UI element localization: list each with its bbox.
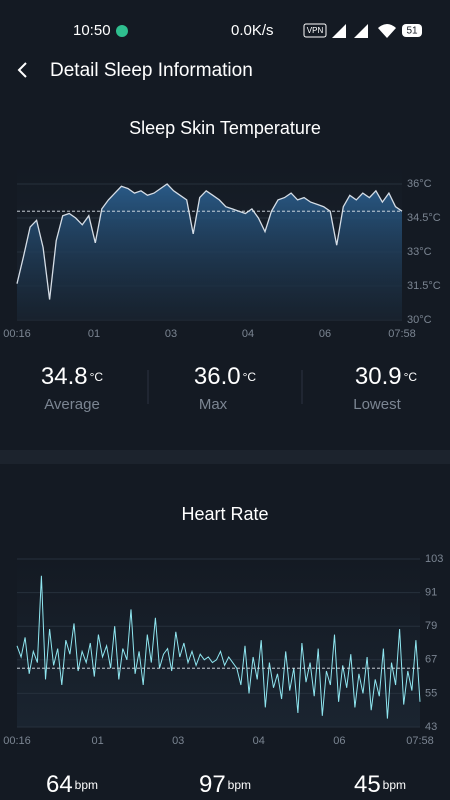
status-battery: 51 bbox=[406, 26, 418, 37]
back-button[interactable] bbox=[17, 62, 27, 78]
status-vpn: VPN bbox=[307, 26, 324, 35]
stat-number: 34.8 bbox=[41, 363, 88, 390]
y-tick-label: 36°C bbox=[407, 178, 432, 190]
header-title: Detail Sleep Information bbox=[50, 60, 253, 81]
stat-label: Average bbox=[44, 396, 100, 413]
temperature-chart: 30°C 31.5°C 33°C 34.5°C 36°C 00:16 01 03 04 06 07:… bbox=[3, 165, 441, 340]
x-tick-label: 01 bbox=[91, 735, 103, 747]
area bbox=[17, 184, 402, 320]
stat-unit: °C bbox=[404, 370, 418, 384]
battery-icon bbox=[402, 24, 422, 37]
x-tick-label: 06 bbox=[319, 328, 331, 340]
signal-icons bbox=[332, 24, 368, 38]
y-tick-label: 31.5°C bbox=[407, 280, 441, 292]
y-tick-label: 43 bbox=[425, 721, 437, 733]
x-tick-label: 01 bbox=[88, 328, 100, 340]
y-tick-label: 67 bbox=[425, 654, 437, 666]
stat-number: 36.0 bbox=[194, 363, 241, 390]
heart-rate-chart: 43 55 67 79 91 103 00:16 01 03 04 06 07:58 bbox=[3, 553, 443, 747]
x-tick-label: 07:58 bbox=[388, 328, 416, 340]
temperature-stats: 34.8 °C Average 36.0 °C Max 30.9 °C Lowest bbox=[41, 363, 418, 413]
line bbox=[16, 183, 403, 300]
line bbox=[16, 575, 421, 719]
stat-number: 64 bbox=[46, 771, 73, 798]
section-separator bbox=[0, 450, 450, 464]
stat-unit: bpm bbox=[75, 778, 98, 792]
y-tick-label: 103 bbox=[425, 553, 443, 565]
x-tick-label: 04 bbox=[253, 735, 265, 747]
x-tick-label: 00:16 bbox=[3, 328, 31, 340]
stat-unit: bpm bbox=[228, 778, 251, 792]
stat-label: Max bbox=[199, 396, 228, 413]
vpn-box bbox=[303, 23, 327, 38]
stat-number: 30.9 bbox=[355, 363, 402, 390]
stat-value: 36.0 °C bbox=[194, 363, 257, 390]
y-tick-label: 79 bbox=[425, 620, 437, 632]
y-tick-label: 55 bbox=[425, 687, 437, 699]
stat-unit: bpm bbox=[383, 778, 406, 792]
status-time: 10:50 bbox=[73, 22, 111, 39]
plot-background bbox=[17, 559, 420, 727]
stat-value: 97 bpm bbox=[199, 771, 251, 798]
stat-value: 34.8 °C bbox=[41, 363, 104, 390]
status-network: 0.0K/s bbox=[231, 22, 274, 39]
x-tick-label: 06 bbox=[333, 735, 345, 747]
heart-rate-stats: 64 bpm 97 bpm 45 bpm bbox=[46, 771, 406, 798]
wifi-icon bbox=[378, 24, 396, 38]
status-icon bbox=[116, 25, 128, 37]
y-tick-label: 33°C bbox=[407, 246, 432, 258]
x-tick-label: 07:58 bbox=[406, 735, 434, 747]
stat-value: 64 bpm bbox=[46, 771, 98, 798]
x-tick-label: 03 bbox=[165, 328, 177, 340]
stat-unit: °C bbox=[243, 370, 257, 384]
stat-label: Lowest bbox=[353, 396, 401, 413]
stat-number: 97 bbox=[199, 771, 226, 798]
stat-value: 45 bpm bbox=[354, 771, 406, 798]
y-tick-label: 30°C bbox=[407, 314, 432, 326]
chart-title: Heart Rate bbox=[181, 504, 268, 524]
y-tick-label: 34.5°C bbox=[407, 212, 441, 224]
x-tick-label: 04 bbox=[242, 328, 254, 340]
stat-number: 45 bbox=[354, 771, 381, 798]
x-tick-label: 03 bbox=[172, 735, 184, 747]
y-tick-label: 91 bbox=[425, 587, 437, 599]
stat-value: 30.9 °C bbox=[355, 363, 418, 390]
x-tick-label: 00:16 bbox=[3, 735, 31, 747]
chart-title: Sleep Skin Temperature bbox=[129, 118, 321, 138]
stat-unit: °C bbox=[90, 370, 104, 384]
